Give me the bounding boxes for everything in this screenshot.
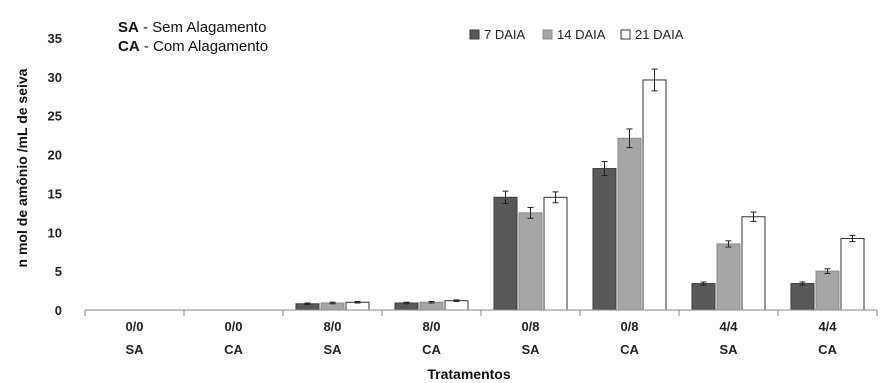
- y-tick-label: 30: [48, 70, 62, 85]
- category-label: 8/0: [323, 319, 341, 334]
- y-tick-label: 25: [48, 109, 62, 124]
- category-label: 0/0: [125, 319, 143, 334]
- legend: 7 DAIA 14 DAIA 21 DAIA: [469, 27, 684, 42]
- y-tick-label: 15: [48, 186, 62, 201]
- y-tick-label: 0: [55, 303, 62, 318]
- legend-label: 14 DAIA: [557, 27, 606, 42]
- bar: [815, 270, 840, 311]
- y-tick-label: 5: [55, 264, 62, 279]
- bar: [840, 238, 865, 311]
- category-label: 0/0: [224, 319, 242, 334]
- category-label: 4/4: [719, 319, 738, 334]
- y-axis-title: n mol de amônio /mL de seiva: [14, 68, 30, 267]
- category-sublabel: SA: [125, 342, 144, 357]
- abbreviation-notes: SA - Sem Alagamento CA - Com Alagamento: [118, 19, 268, 55]
- category-sublabel: CA: [620, 342, 639, 357]
- bar: [691, 283, 716, 311]
- bar: [790, 283, 815, 311]
- y-tick-label: 10: [48, 225, 62, 240]
- legend-swatch: [542, 29, 553, 40]
- y-tick-label: 20: [48, 148, 62, 163]
- category-label: 8/0: [422, 319, 440, 334]
- legend-label: 21 DAIA: [635, 27, 684, 42]
- bar: [493, 196, 518, 311]
- bar: [518, 212, 543, 311]
- legend-swatch: [620, 29, 631, 40]
- category-sublabel: CA: [818, 342, 837, 357]
- y-tick-label: 35: [48, 31, 62, 46]
- bar: [716, 243, 741, 311]
- bar: [741, 216, 766, 311]
- note-ca: CA - Com Alagamento: [118, 38, 268, 55]
- legend-swatch: [469, 29, 480, 40]
- bar: [617, 137, 642, 311]
- bar: [543, 196, 568, 311]
- bar: [642, 79, 667, 311]
- x-axis: 0/0 SA 0/0 CA 8/0 SA 8/0 CA 0/8 SA 0/8 CA 4/4 SA 4/4 CA: [84, 309, 878, 357]
- category-sublabel: SA: [719, 342, 738, 357]
- category-label: 4/4: [818, 319, 837, 334]
- note-sa: SA - Sem Alagamento: [118, 19, 266, 36]
- x-axis-title: Tratamentos: [427, 366, 510, 382]
- category-sublabel: SA: [323, 342, 342, 357]
- category-sublabel: CA: [224, 342, 243, 357]
- legend-label: 7 DAIA: [484, 27, 526, 42]
- bar: [592, 168, 617, 311]
- category-label: 0/8: [521, 319, 539, 334]
- bar: [444, 300, 469, 311]
- category-label: 0/8: [620, 319, 638, 334]
- category-sublabel: CA: [422, 342, 441, 357]
- y-axis: 0 5 10 15 20 25 30 35: [48, 31, 62, 318]
- bars: [295, 68, 865, 311]
- category-sublabel: SA: [521, 342, 540, 357]
